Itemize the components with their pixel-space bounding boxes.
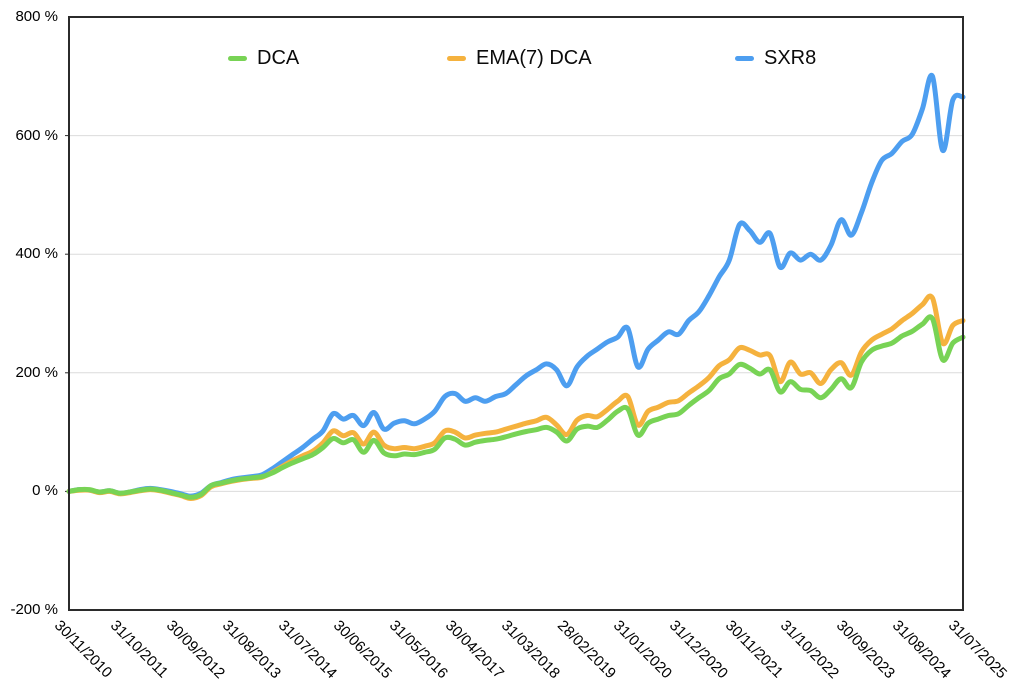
legend-item-dca: DCA [228,45,299,71]
y-axis-tick-label: 800 % [15,8,58,25]
y-axis-tick-label: 600 % [15,126,58,144]
y-axis-tick-label: -200 % [10,601,58,618]
legend-item-sxr8: SXR8 [735,45,816,71]
legend-label-ema7-dca: EMA(7) DCA [476,47,592,69]
y-axis-tick-label: 0 % [32,482,58,500]
y-axis-tick-label: 400 % [15,245,58,263]
legend: DCA EMA(7) DCA SXR8 [0,45,1024,71]
legend-label-sxr8: SXR8 [764,47,817,69]
legend-item-ema7-dca: EMA(7) DCA [447,45,592,71]
legend-marker-ema7-dca-icon [447,55,466,61]
plot-border [68,16,964,611]
series-line-dca [66,314,966,500]
legend-label-dca: DCA [257,47,300,69]
legend-marker-dca-icon [228,55,247,61]
legend-marker-sxr8-icon [735,55,754,61]
series-line-ema-7-dca [66,293,966,501]
y-axis-tick-label: 200 % [15,363,58,381]
